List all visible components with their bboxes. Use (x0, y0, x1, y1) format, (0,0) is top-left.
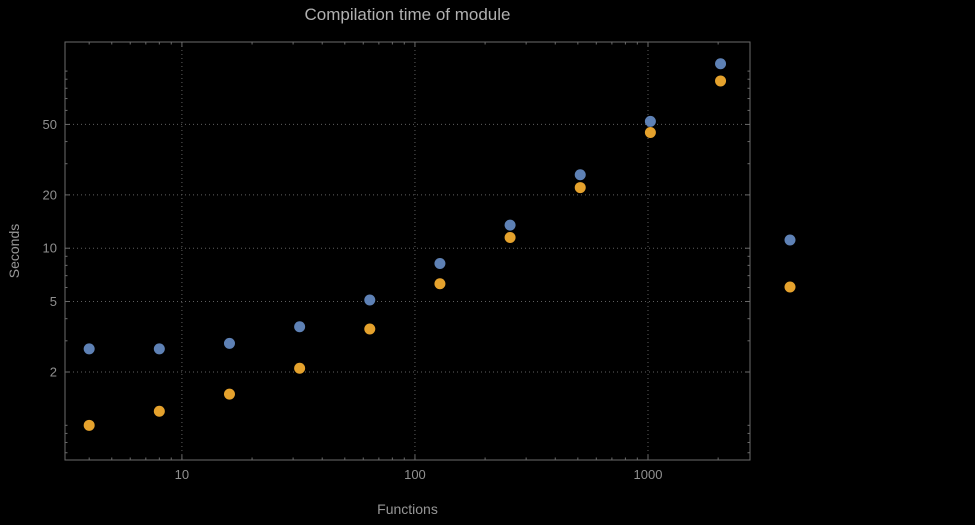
data-point (153, 405, 165, 417)
data-point (504, 219, 516, 231)
series-orange (83, 75, 727, 431)
data-point (364, 294, 376, 306)
data-point (434, 257, 446, 269)
legend (784, 234, 796, 293)
plot-frame (64, 41, 751, 461)
x-tick-label: 10 (175, 467, 189, 482)
x-tick-label: 1000 (634, 467, 663, 482)
data-point (294, 321, 306, 333)
data-point (644, 127, 656, 139)
tick-labels: 10 100 1000 2 5 10 20 50 (43, 117, 663, 482)
data-point (715, 58, 727, 70)
data-point (574, 182, 586, 194)
legend-marker (784, 281, 796, 293)
data-point (294, 362, 306, 374)
y-tick-label: 20 (43, 187, 57, 202)
data-point (504, 231, 516, 243)
y-tick-label: 2 (50, 364, 57, 379)
y-tick-label: 10 (43, 241, 57, 256)
data-point (644, 115, 656, 127)
gridlines (65, 42, 750, 460)
series-blue (83, 58, 727, 355)
legend-marker (784, 234, 796, 246)
x-axis-label: Functions (377, 501, 438, 517)
data-point (434, 278, 446, 290)
data-point (153, 343, 165, 355)
data-point (83, 343, 95, 355)
data-point (364, 323, 376, 335)
data-point (574, 169, 586, 181)
data-point (83, 419, 95, 431)
y-tick-label: 5 (50, 294, 57, 309)
chart-title: Compilation time of module (304, 5, 511, 24)
data-point (715, 75, 727, 87)
y-tick-label: 50 (43, 117, 57, 132)
data-point (223, 388, 235, 400)
x-tick-label: 100 (404, 467, 426, 482)
axis-ticks (65, 42, 750, 460)
data-point (223, 337, 235, 349)
